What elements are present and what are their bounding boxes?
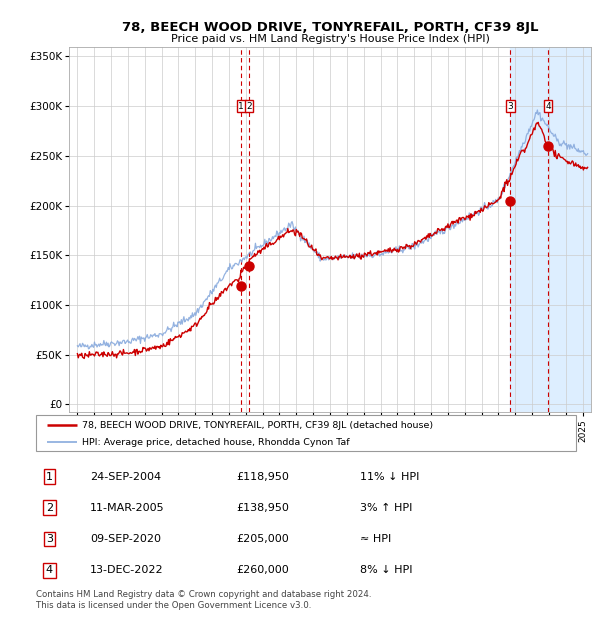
Text: £205,000: £205,000 [236,534,289,544]
Text: £118,950: £118,950 [236,472,289,482]
Text: 11-MAR-2005: 11-MAR-2005 [90,503,164,513]
Text: 09-SEP-2020: 09-SEP-2020 [90,534,161,544]
Text: £138,950: £138,950 [236,503,289,513]
Text: £260,000: £260,000 [236,565,289,575]
Text: Price paid vs. HM Land Registry's House Price Index (HPI): Price paid vs. HM Land Registry's House … [170,34,490,44]
Text: 3: 3 [507,102,513,110]
Text: HPI: Average price, detached house, Rhondda Cynon Taf: HPI: Average price, detached house, Rhon… [82,438,350,447]
Text: 1: 1 [238,102,244,110]
Text: 24-SEP-2004: 24-SEP-2004 [90,472,161,482]
Bar [510,46,591,412]
Text: 3% ↑ HPI: 3% ↑ HPI [360,503,412,513]
Text: 4: 4 [46,565,53,575]
Text: 2: 2 [246,102,252,110]
Text: 8% ↓ HPI: 8% ↓ HPI [360,565,413,575]
Text: 3: 3 [46,534,53,544]
Text: 13-DEC-2022: 13-DEC-2022 [90,565,164,575]
Text: 1: 1 [46,472,53,482]
Text: 4: 4 [545,102,551,110]
Text: 78, BEECH WOOD DRIVE, TONYREFAIL, PORTH, CF39 8JL: 78, BEECH WOOD DRIVE, TONYREFAIL, PORTH,… [122,21,538,34]
Text: 78, BEECH WOOD DRIVE, TONYREFAIL, PORTH, CF39 8JL (detached house): 78, BEECH WOOD DRIVE, TONYREFAIL, PORTH,… [82,421,433,430]
Text: 11% ↓ HPI: 11% ↓ HPI [360,472,419,482]
Text: 2: 2 [46,503,53,513]
Text: ≈ HPI: ≈ HPI [360,534,391,544]
Text: Contains HM Land Registry data © Crown copyright and database right 2024.
This d: Contains HM Land Registry data © Crown c… [36,590,371,609]
